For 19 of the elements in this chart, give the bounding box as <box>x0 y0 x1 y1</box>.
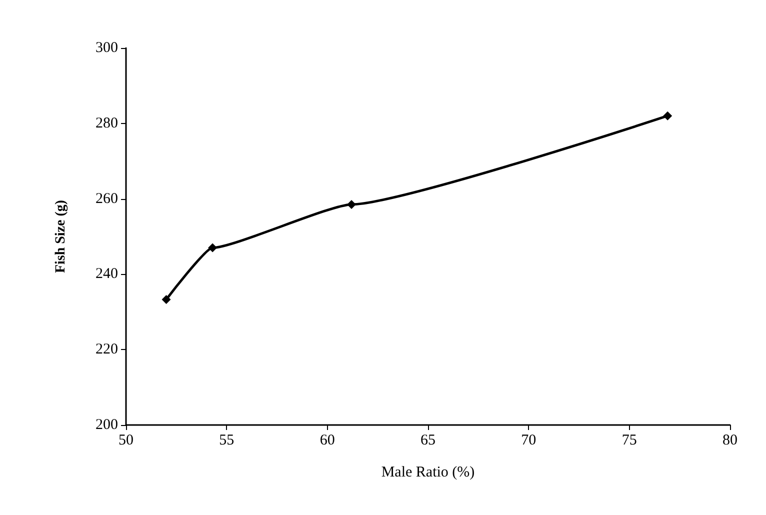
y-tick-label: 200 <box>96 417 118 433</box>
y-tick-label: 240 <box>96 266 118 282</box>
y-axis-title: Fish Size (g) <box>54 200 68 274</box>
point <box>346 200 356 209</box>
x-tick-label: 50 <box>118 432 134 448</box>
y-tick-label: 260 <box>96 190 118 207</box>
x-tick-label: 55 <box>219 432 234 448</box>
point <box>162 294 171 304</box>
y-tick-label: 280 <box>96 115 118 132</box>
y-tick-label: 220 <box>96 342 118 358</box>
x-tick-label: 65 <box>420 432 436 448</box>
x-tick-label: 70 <box>521 432 536 448</box>
point <box>663 111 672 120</box>
x-axis-title: Male Ratio (%) <box>381 464 475 480</box>
y-tick-label: 300 <box>96 40 118 56</box>
x-tick-label: 75 <box>622 432 637 448</box>
x-tick-label: 60 <box>320 432 335 448</box>
x-tick-label: 80 <box>722 432 738 448</box>
point <box>208 243 218 252</box>
